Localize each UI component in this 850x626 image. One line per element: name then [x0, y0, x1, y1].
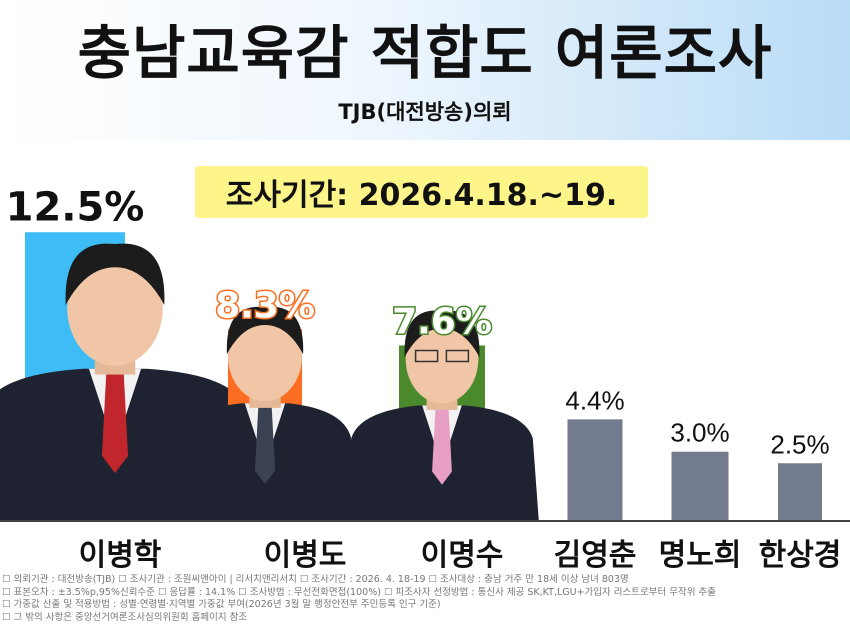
value-label-2: 8.3%: [215, 285, 315, 326]
header-band: 충남교육감 적합도 여론조사 TJB(대전방송)의뢰: [0, 0, 850, 140]
survey-period-banner: 조사기간: 2026.4.18.~19.: [195, 166, 648, 218]
glasses-lens: [445, 349, 470, 363]
value-label-4: 4.4%: [565, 385, 624, 415]
necktie: [101, 372, 129, 474]
hair: [226, 306, 304, 355]
hair: [404, 310, 480, 358]
footnote-line: ☐ 가중값 산출 및 적용방법 : 성별·연령별·지역별 가중값 부여(2026…: [2, 599, 441, 611]
bar-6: [778, 463, 822, 521]
candidate-photo: [0, 243, 253, 521]
footnote-line: ☐ 의뢰기관 : 대전방송(TJB) ☐ 조사기관 : 조원씨앤아이 | 리서치…: [2, 574, 629, 585]
page-subtitle: TJB(대전방송)의뢰: [338, 100, 512, 124]
footnote-line: ☐ 표본오차 : ±3.5%p,95%신뢰수준 ☐ 응답률 : 14.1% ☐ …: [2, 586, 716, 598]
value-label-3: 7.6%: [392, 301, 492, 342]
candidate-photo: [173, 306, 357, 521]
category-label-3: 이명수: [421, 538, 504, 573]
category-label-1: 이병학: [79, 538, 162, 573]
face: [405, 315, 479, 404]
face: [228, 311, 302, 402]
necktie: [254, 407, 276, 485]
value-label-6: 2.5%: [770, 429, 829, 459]
bar-4: [567, 419, 623, 521]
category-label-6: 한상경: [759, 538, 842, 573]
page-title: 충남교육감 적합도 여론조사: [77, 19, 773, 87]
face: [67, 249, 163, 366]
poll-bar-chart: 12.5% 이병학 8.3% 이병도 7.6% 이명수 4.4% 김영춘 3.0% 명노희 2.5%…: [0, 182, 850, 573]
bar-5: [671, 451, 729, 521]
footnotes: ☐ 의뢰기관 : 대전방송(TJB) ☐ 조사기관 : 조원씨앤아이 | 리서치…: [2, 574, 848, 624]
candidate-photo: [345, 310, 539, 521]
category-label-2: 이병도: [264, 538, 347, 573]
hair: [65, 243, 165, 305]
value-label-5: 3.0%: [670, 418, 729, 448]
value-label-1: 12.5%: [6, 184, 145, 230]
necktie: [432, 409, 452, 485]
category-label-4: 김영춘: [554, 538, 637, 573]
category-label-5: 명노희: [659, 538, 742, 573]
footnote-line: ☐ 그 밖의 사항은 중앙선거여론조사심의위원회 홈페이지 참조: [2, 611, 248, 623]
glasses-lens: [414, 349, 439, 363]
